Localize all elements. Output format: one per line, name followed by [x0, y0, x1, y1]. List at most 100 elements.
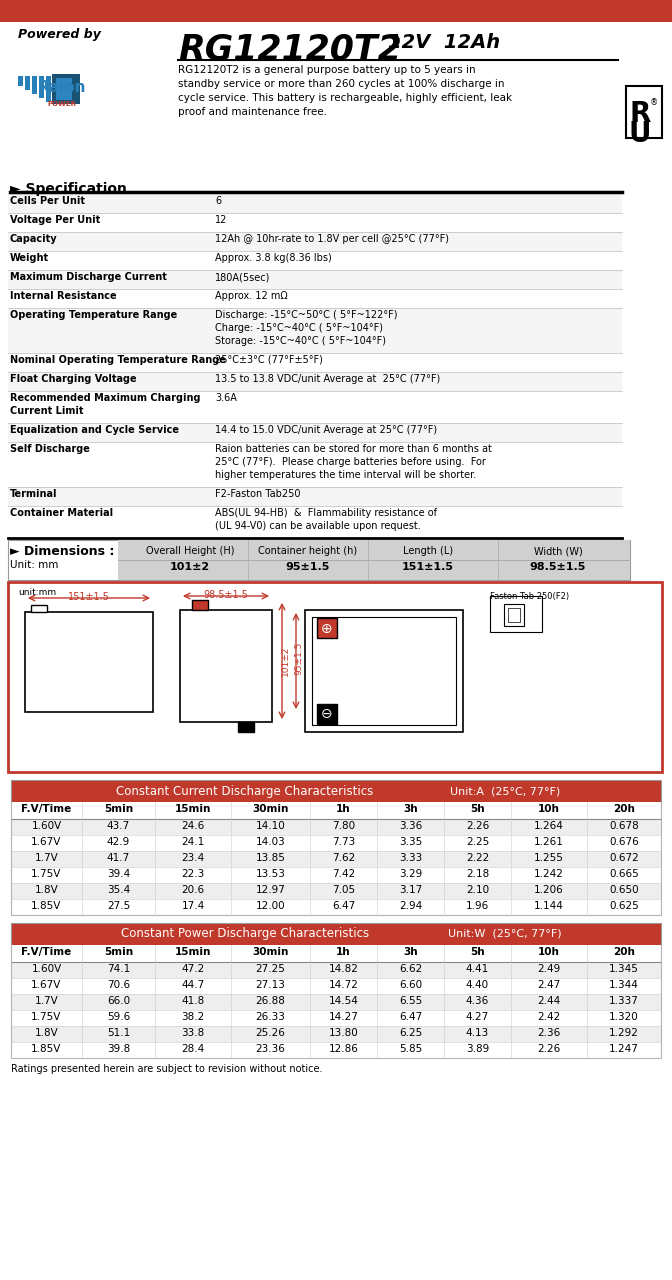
- Text: 24.1: 24.1: [181, 837, 205, 847]
- Text: 5.85: 5.85: [399, 1044, 422, 1053]
- Bar: [490, 596, 542, 632]
- Bar: [180, 611, 272, 722]
- Bar: [46, 76, 51, 102]
- Text: Constant Current Discharge Characteristics: Constant Current Discharge Characteristi…: [116, 785, 374, 797]
- Bar: [11, 867, 661, 883]
- Text: 3.36: 3.36: [399, 820, 422, 831]
- Text: 2.10: 2.10: [466, 884, 489, 895]
- Bar: [0, 0, 672, 22]
- Text: Discharge: -15°C~50°C ( 5°F~122°F): Discharge: -15°C~50°C ( 5°F~122°F): [215, 310, 398, 320]
- Text: 26.33: 26.33: [255, 1012, 286, 1021]
- Text: 101±2: 101±2: [170, 562, 210, 572]
- Text: 101±2: 101±2: [280, 646, 290, 676]
- Bar: [8, 270, 622, 289]
- Text: 27.25: 27.25: [255, 964, 286, 974]
- Bar: [8, 540, 630, 580]
- Text: 44.7: 44.7: [181, 980, 205, 989]
- Text: 12.97: 12.97: [255, 884, 286, 895]
- Text: 0.678: 0.678: [609, 820, 639, 831]
- Text: 0.650: 0.650: [610, 884, 639, 895]
- Bar: [11, 1042, 661, 1059]
- Bar: [11, 851, 661, 867]
- Text: 1h: 1h: [336, 804, 351, 814]
- Text: Capacity: Capacity: [10, 234, 58, 244]
- Text: 1.292: 1.292: [609, 1028, 639, 1038]
- Text: Self Discharge: Self Discharge: [10, 444, 90, 454]
- Bar: [52, 74, 80, 104]
- Text: 38.2: 38.2: [181, 1012, 205, 1021]
- Bar: [8, 372, 622, 390]
- Text: 4.41: 4.41: [466, 964, 489, 974]
- Text: 6.25: 6.25: [399, 1028, 422, 1038]
- Text: Storage: -15°C~40°C ( 5°F~104°F): Storage: -15°C~40°C ( 5°F~104°F): [215, 335, 386, 346]
- Text: 14.82: 14.82: [329, 964, 358, 974]
- Text: 14.10: 14.10: [255, 820, 286, 831]
- Text: 3h: 3h: [403, 804, 418, 814]
- Text: 47.2: 47.2: [181, 964, 205, 974]
- Text: 12V  12Ah: 12V 12Ah: [388, 33, 500, 52]
- Text: Container Material: Container Material: [10, 508, 113, 518]
- Text: 1.345: 1.345: [609, 964, 639, 974]
- Bar: [312, 617, 456, 724]
- Text: 5h: 5h: [470, 804, 485, 814]
- Bar: [39, 76, 44, 99]
- Text: 98.5±1.5: 98.5±1.5: [530, 562, 586, 572]
- Bar: [192, 600, 208, 611]
- Text: Approx. 3.8 kg(8.36 lbs): Approx. 3.8 kg(8.36 lbs): [215, 253, 332, 262]
- Text: 1.75V: 1.75V: [32, 869, 62, 879]
- Text: 23.4: 23.4: [181, 852, 205, 863]
- Bar: [626, 86, 662, 138]
- Text: 0.625: 0.625: [609, 901, 639, 911]
- Text: 39.4: 39.4: [107, 869, 130, 879]
- Text: 41.8: 41.8: [181, 996, 205, 1006]
- Text: 20h: 20h: [613, 804, 635, 814]
- Text: Terminal: Terminal: [10, 489, 58, 499]
- Text: 3h: 3h: [403, 947, 418, 957]
- Text: 2.22: 2.22: [466, 852, 489, 863]
- Bar: [11, 780, 661, 915]
- Text: 14.54: 14.54: [329, 996, 358, 1006]
- Text: 6.55: 6.55: [399, 996, 422, 1006]
- Text: RG12120T2: RG12120T2: [178, 33, 402, 67]
- Text: 1.7V: 1.7V: [35, 996, 58, 1006]
- Text: Charge: -15°C~40°C ( 5°F~104°F): Charge: -15°C~40°C ( 5°F~104°F): [215, 323, 383, 333]
- Text: 6.60: 6.60: [399, 980, 422, 989]
- Text: Maximum Discharge Current: Maximum Discharge Current: [10, 271, 167, 282]
- Text: 1.85V: 1.85V: [32, 901, 62, 911]
- Text: 1.96: 1.96: [466, 901, 489, 911]
- Text: 13.5 to 13.8 VDC/unit Average at  25°C (77°F): 13.5 to 13.8 VDC/unit Average at 25°C (7…: [215, 374, 440, 384]
- Text: Recommended Maximum Charging: Recommended Maximum Charging: [10, 393, 200, 403]
- Bar: [317, 704, 337, 724]
- Text: 66.0: 66.0: [107, 996, 130, 1006]
- Text: 1h: 1h: [336, 947, 351, 957]
- Text: 180A(5sec): 180A(5sec): [215, 271, 270, 282]
- Text: 15min: 15min: [175, 947, 211, 957]
- Text: 3.17: 3.17: [399, 884, 422, 895]
- Text: Approx. 12 mΩ: Approx. 12 mΩ: [215, 291, 288, 301]
- Text: 7.62: 7.62: [332, 852, 355, 863]
- Text: 10h: 10h: [538, 947, 560, 957]
- Text: 25°C (77°F).  Please charge batteries before using.  For: 25°C (77°F). Please charge batteries bef…: [215, 457, 486, 467]
- Text: Internal Resistance: Internal Resistance: [10, 291, 117, 301]
- Text: 27.5: 27.5: [107, 901, 130, 911]
- Text: 1.7V: 1.7V: [35, 852, 58, 863]
- Text: Equalization and Cycle Service: Equalization and Cycle Service: [10, 425, 179, 435]
- Text: ⊖: ⊖: [321, 707, 333, 721]
- Text: ®: ®: [650, 99, 659, 108]
- Text: 39.8: 39.8: [107, 1044, 130, 1053]
- Text: 3.29: 3.29: [399, 869, 422, 879]
- Bar: [11, 835, 661, 851]
- Text: 1.8V: 1.8V: [35, 1028, 58, 1038]
- Bar: [305, 611, 463, 732]
- Text: Ratings presented herein are subject to revision without notice.: Ratings presented herein are subject to …: [11, 1064, 323, 1074]
- Text: 7.42: 7.42: [332, 869, 355, 879]
- Text: 43.7: 43.7: [107, 820, 130, 831]
- Text: 7.80: 7.80: [332, 820, 355, 831]
- Text: ► Dimensions :: ► Dimensions :: [10, 545, 114, 558]
- Text: 12Ah @ 10hr-rate to 1.8V per cell @25°C (77°F): 12Ah @ 10hr-rate to 1.8V per cell @25°C …: [215, 234, 449, 244]
- Bar: [11, 1027, 661, 1042]
- Text: Length (L): Length (L): [403, 547, 453, 556]
- Text: 1.75V: 1.75V: [32, 1012, 62, 1021]
- Bar: [8, 422, 622, 442]
- Text: 0.676: 0.676: [609, 837, 639, 847]
